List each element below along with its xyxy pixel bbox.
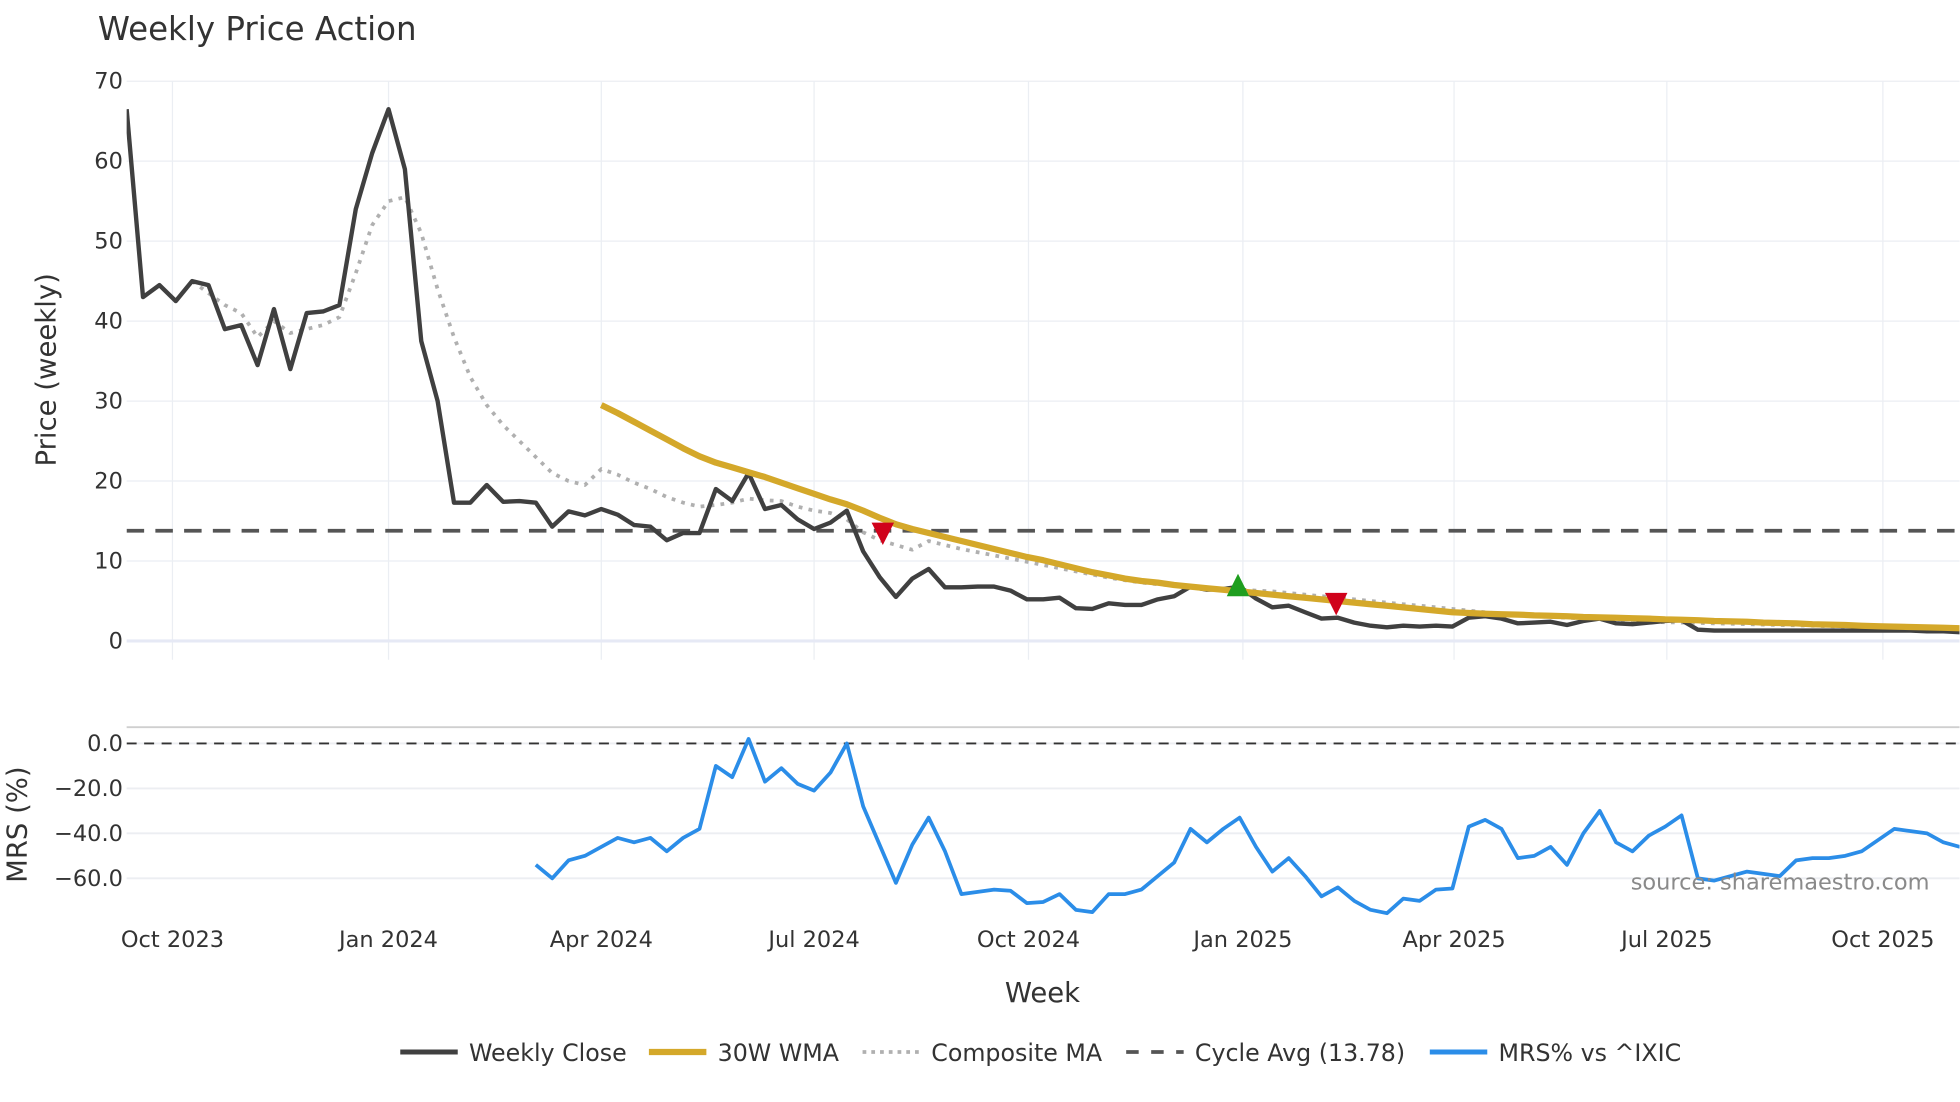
mrs-y-ticks: 0.0 −20.0 −40.0 −60.0	[54, 731, 123, 892]
x-tick-label: Oct 2025	[1831, 927, 1934, 953]
legend: Weekly Close 30W WMA Composite MA Cycle Avg…	[400, 1039, 1681, 1067]
mrs-line	[534, 737, 1960, 916]
x-axis-label: Week	[1005, 977, 1080, 1009]
gridlines	[126, 80, 1960, 880]
legend-item: MRS% vs ^IXIC	[1429, 1039, 1682, 1067]
price-y-tick-label: 20	[94, 469, 123, 495]
buy-signal-marker	[1226, 573, 1250, 597]
mrs-y-tick-label: 0.0	[87, 731, 123, 757]
price-plot	[126, 107, 1960, 635]
mrs-y-tick-label: −60.0	[54, 866, 123, 892]
price-y-tick-label: 10	[94, 548, 123, 574]
sell-signal-marker	[1324, 592, 1348, 616]
chart-title: Weekly Price Action	[98, 10, 417, 48]
mrs-y-tick-label: −40.0	[54, 821, 123, 847]
wma-30w-line	[599, 402, 1960, 632]
legend-label: Weekly Close	[469, 1039, 627, 1067]
price-y-tick-label: 50	[94, 229, 123, 255]
x-tick-label: Jan 2025	[1191, 927, 1292, 953]
legend-item: 30W WMA	[648, 1039, 840, 1067]
price-y-tick-label: 40	[94, 309, 123, 335]
composite-ma-line	[190, 195, 1960, 632]
mrs-y-tick-label: −20.0	[54, 776, 123, 802]
legend-label: Cycle Avg (13.78)	[1195, 1039, 1405, 1067]
x-tick-label: Jul 2025	[1619, 927, 1712, 953]
legend-item: Composite MA	[862, 1039, 1103, 1067]
price-y-tick-label: 60	[94, 149, 123, 175]
legend-label: 30W WMA	[718, 1039, 840, 1067]
source-annotation: source: sharemaestro.com	[1631, 870, 1930, 896]
weekly-close-line	[126, 107, 1960, 635]
x-tick-label: Jan 2024	[337, 927, 438, 953]
legend-label: Composite MA	[931, 1039, 1103, 1067]
legend-item: Cycle Avg (13.78)	[1126, 1039, 1405, 1067]
x-tick-label: Apr 2025	[1402, 927, 1505, 953]
x-tick-label: Oct 2024	[977, 927, 1080, 953]
x-tick-label: Oct 2023	[121, 927, 224, 953]
price-y-axis-label: Price (weekly)	[30, 273, 62, 466]
legend-label: MRS% vs ^IXIC	[1499, 1039, 1682, 1067]
mrs-y-axis-label: MRS (%)	[2, 766, 34, 883]
legend-item: Weekly Close	[400, 1039, 627, 1067]
price-y-tick-label: 0	[109, 628, 123, 654]
x-ticks: Oct 2023 Jan 2024 Apr 2024 Jul 2024 Oct 2024…	[121, 927, 1935, 953]
price-y-tick-label: 30	[94, 389, 123, 415]
x-tick-label: Jul 2024	[766, 927, 859, 953]
mrs-plot	[126, 737, 1960, 916]
price-y-tick-label: 70	[94, 69, 123, 95]
sell-signal-marker	[871, 522, 895, 546]
price-y-ticks: 0 10 20 30 40 50 60 70	[94, 69, 123, 655]
x-tick-label: Apr 2024	[550, 927, 653, 953]
